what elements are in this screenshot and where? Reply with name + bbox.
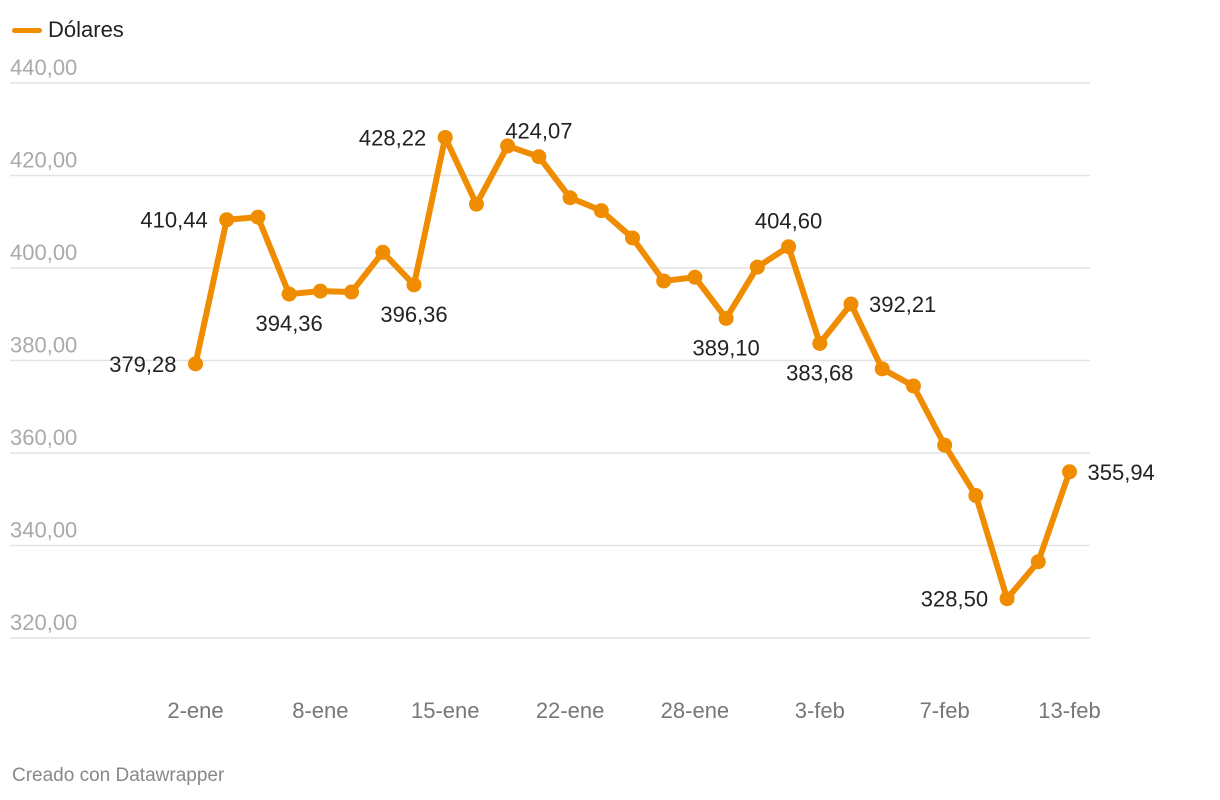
data-point	[500, 138, 516, 154]
data-point	[874, 361, 890, 377]
y-tick-label: 340,00	[10, 518, 77, 543]
data-point	[937, 437, 953, 453]
data-point	[718, 310, 734, 326]
data-point	[281, 286, 297, 302]
data-point	[437, 129, 453, 145]
data-point	[749, 259, 765, 275]
data-point	[968, 488, 984, 504]
data-label: 355,94	[1088, 460, 1155, 485]
y-tick-label: 320,00	[10, 610, 77, 635]
data-point	[188, 356, 203, 372]
data-point	[781, 239, 797, 255]
data-point	[1062, 464, 1077, 480]
x-tick-label: 8-ene	[292, 698, 348, 723]
x-tick-label: 3-feb	[795, 698, 845, 723]
data-point	[656, 273, 672, 289]
data-label: 383,68	[786, 360, 853, 385]
data-point	[843, 296, 859, 312]
x-tick-label: 13-feb	[1038, 698, 1100, 723]
data-label: 328,50	[921, 587, 988, 612]
series-line	[192, 134, 1073, 602]
data-label: 424,07	[505, 119, 572, 144]
data-label: 394,36	[255, 311, 322, 336]
data-point	[375, 244, 391, 260]
y-tick-label: 440,00	[10, 55, 77, 80]
data-point	[687, 269, 703, 285]
x-tick-label: 2-ene	[167, 698, 223, 723]
data-point	[468, 196, 484, 212]
y-tick-label: 400,00	[10, 240, 77, 265]
data-label: 428,22	[359, 125, 426, 150]
x-tick-label: 28-ene	[661, 698, 730, 723]
data-point	[250, 209, 266, 225]
data-label: 404,60	[755, 209, 822, 234]
data-label: 392,21	[869, 292, 936, 317]
legend-swatch	[12, 27, 42, 33]
legend-label: Dólares	[48, 17, 124, 42]
legend: Dólares	[12, 17, 124, 43]
data-point	[999, 591, 1015, 607]
data-label: 396,36	[380, 302, 447, 327]
data-label: 389,10	[692, 335, 759, 360]
data-label: 410,44	[140, 208, 207, 233]
y-tick-label: 360,00	[10, 425, 77, 450]
credit-text: Creado con Datawrapper	[12, 765, 225, 786]
data-point	[562, 190, 578, 206]
data-point	[531, 149, 547, 165]
data-point	[406, 277, 422, 293]
x-tick-label: 15-ene	[411, 698, 480, 723]
y-tick-label: 380,00	[10, 333, 77, 358]
data-point	[1030, 554, 1046, 570]
data-point	[593, 203, 609, 219]
data-point	[812, 335, 828, 351]
data-point	[344, 284, 360, 300]
data-point	[905, 378, 921, 394]
data-label: 379,28	[109, 352, 176, 377]
data-point	[312, 283, 328, 299]
y-tick-label: 420,00	[10, 148, 77, 173]
x-tick-label: 22-ene	[536, 698, 605, 723]
x-tick-label: 7-feb	[920, 698, 970, 723]
data-point	[625, 230, 640, 246]
data-point	[219, 212, 235, 228]
